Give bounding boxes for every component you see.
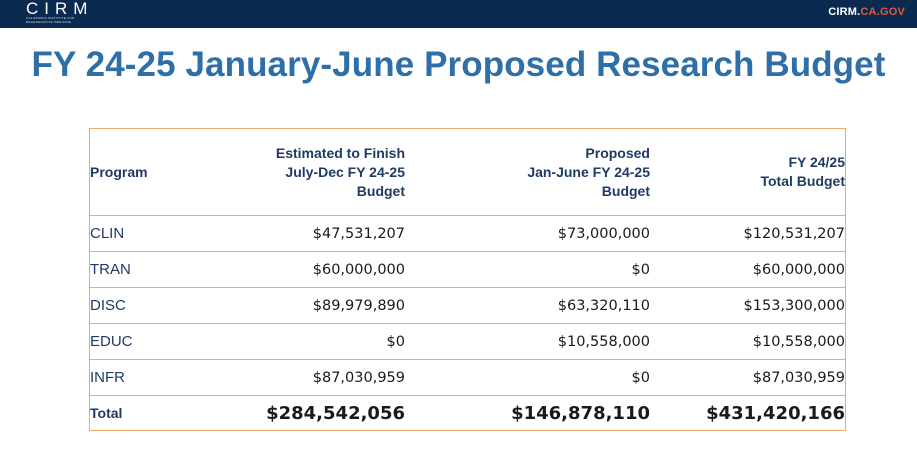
cell-estimated: $0	[200, 323, 405, 360]
table-row: DISC $89,979,890 $63,320,110 $153,300,00…	[89, 287, 846, 324]
cell-total: $87,030,959	[650, 359, 846, 396]
cell-total: $153,300,000	[650, 287, 846, 324]
logo-text: CIRM	[26, 0, 94, 18]
header-proposed-line1: Proposed	[585, 144, 650, 161]
budget-table: Program Estimated to Finish July-Dec FY …	[89, 128, 846, 431]
cell-total: $60,000,000	[650, 251, 846, 288]
header-estimated-line3: Budget	[356, 182, 405, 199]
header-proposed-line2: Jan-June FY 24-25	[527, 163, 650, 180]
table-row: INFR $87,030,959 $0 $87,030,959	[89, 359, 846, 396]
header-total-line1: FY 24/25	[788, 154, 845, 170]
cell-proposed: $10,558,000	[405, 323, 650, 360]
cirm-logo[interactable]: CIRM California Institute for Regenerati…	[26, 0, 93, 24]
header-proposed: Proposed Jan-June FY 24-25 Budget	[405, 128, 650, 216]
page-title: FY 24-25 January-June Proposed Research …	[31, 45, 886, 84]
header-estimated: Estimated to Finish July-Dec FY 24-25 Bu…	[200, 128, 405, 216]
cell-proposed: $0	[405, 359, 650, 396]
header-estimated-line1: Estimated to Finish	[275, 144, 405, 161]
site-link-accent: CA.GOV	[860, 6, 905, 18]
cell-program: TRAN	[89, 251, 200, 288]
cell-total: $10,558,000	[650, 323, 846, 360]
header-proposed-line3: Budget	[601, 182, 650, 199]
cell-estimated: $47,531,207	[200, 215, 405, 252]
header-total: FY 24/25 Total Budget	[650, 128, 846, 216]
cell-total-total: $431,420,166	[650, 395, 846, 431]
site-link-prefix: CIRM.	[828, 6, 861, 18]
header-total-line2: Total Budget	[760, 173, 845, 189]
cell-estimated: $89,979,890	[200, 287, 405, 324]
table-row: EDUC $0 $10,558,000 $10,558,000	[89, 323, 846, 360]
cell-program-total: Total	[89, 395, 200, 431]
header-estimated-line2: July-Dec FY 24-25	[285, 163, 405, 180]
cell-program: DISC	[89, 287, 200, 324]
cell-program: INFR	[89, 359, 200, 396]
site-link[interactable]: CIRM.CA.GOV	[828, 6, 905, 18]
cell-total: $120,531,207	[650, 215, 846, 252]
cell-proposed: $0	[405, 251, 650, 288]
table-row: CLIN $47,531,207 $73,000,000 $120,531,20…	[89, 215, 846, 252]
header-program: Program	[89, 128, 200, 216]
table-total-row: Total $284,542,056 $146,878,110 $431,420…	[89, 395, 846, 431]
cell-proposed-total: $146,878,110	[405, 395, 650, 431]
logo-subtitle: California Institute for Regenerative Me…	[26, 16, 75, 24]
cell-proposed: $73,000,000	[405, 215, 650, 252]
cell-estimated: $87,030,959	[200, 359, 405, 396]
cell-program: CLIN	[89, 215, 200, 252]
cell-estimated-total: $284,542,056	[200, 395, 405, 431]
table-header-row: Program Estimated to Finish July-Dec FY …	[89, 128, 846, 216]
cell-program: EDUC	[89, 323, 200, 360]
top-banner: CIRM California Institute for Regenerati…	[0, 0, 917, 28]
cell-proposed: $63,320,110	[405, 287, 650, 324]
table-row: TRAN $60,000,000 $0 $60,000,000	[89, 251, 846, 288]
cell-estimated: $60,000,000	[200, 251, 405, 288]
